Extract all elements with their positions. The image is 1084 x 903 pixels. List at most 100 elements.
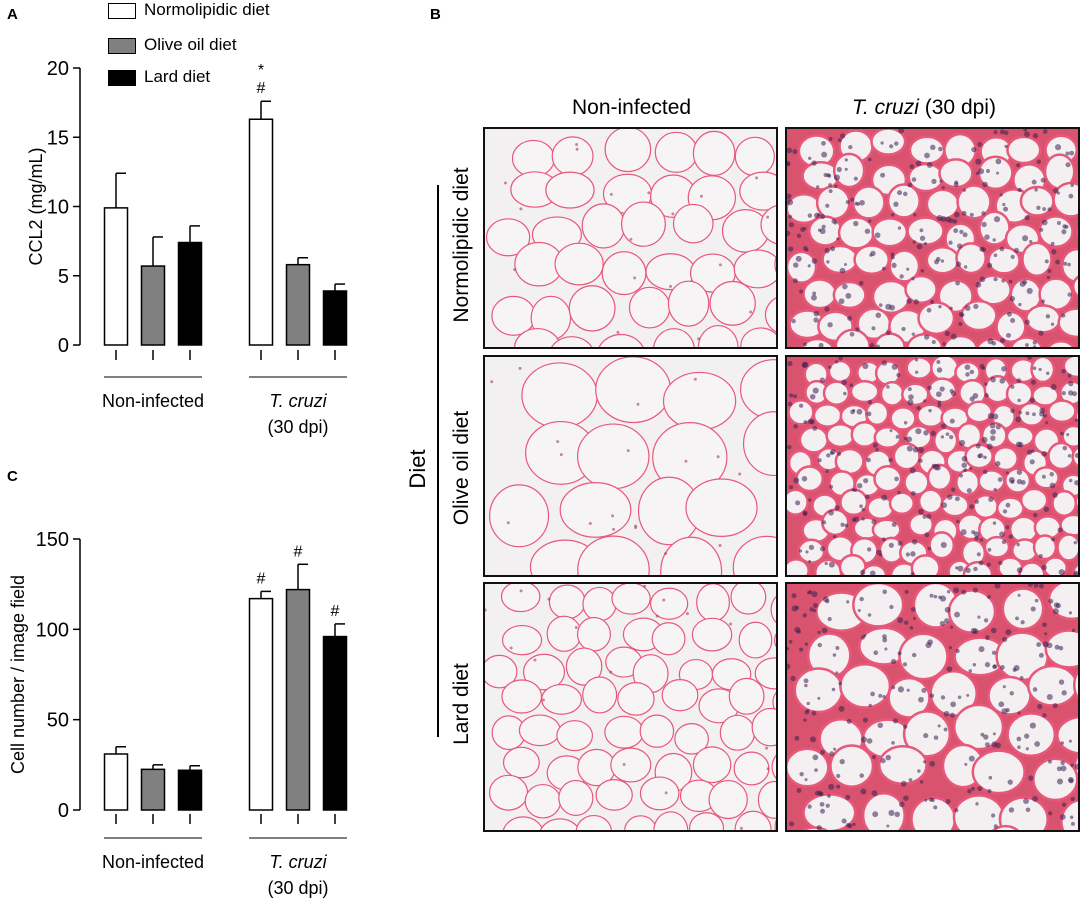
nucleus xyxy=(643,584,647,588)
nucleus xyxy=(953,587,959,594)
nucleus xyxy=(787,663,791,670)
nucleus xyxy=(966,693,970,697)
nucleus xyxy=(923,760,927,764)
nucleus xyxy=(1042,207,1047,211)
nucleus xyxy=(984,661,991,668)
nucleus xyxy=(1010,384,1015,389)
nucleus xyxy=(898,801,905,808)
adipocyte xyxy=(581,203,626,249)
nucleus xyxy=(828,137,833,141)
nucleus xyxy=(880,758,886,764)
adipocyte xyxy=(662,371,737,431)
nucleus xyxy=(859,504,863,508)
nucleus xyxy=(1008,476,1015,483)
nucleus xyxy=(1030,379,1037,385)
nucleus xyxy=(959,439,966,446)
adipocyte xyxy=(739,171,776,211)
nucleus xyxy=(868,219,872,223)
adipocyte xyxy=(889,406,917,431)
panel-b-letter: B xyxy=(430,6,441,23)
adipocyte xyxy=(582,586,617,622)
nucleus xyxy=(897,226,902,230)
adipocyte xyxy=(873,465,903,493)
nucleus xyxy=(1007,779,1013,785)
nucleus xyxy=(664,551,668,555)
adipocyte xyxy=(972,493,999,520)
nucleus xyxy=(1073,570,1078,575)
adipocyte xyxy=(770,595,776,624)
adipocyte xyxy=(1062,357,1078,379)
adipocyte xyxy=(797,538,826,564)
nucleus xyxy=(999,377,1006,384)
nucleus xyxy=(800,226,806,232)
nucleus xyxy=(891,741,895,745)
nucleus xyxy=(957,565,964,572)
nucleus xyxy=(973,566,978,572)
nucleus xyxy=(928,797,934,802)
nucleus xyxy=(1074,452,1078,458)
nucleus xyxy=(962,188,967,192)
nucleus xyxy=(1058,645,1064,651)
adipocyte xyxy=(582,676,618,714)
nucleus xyxy=(807,804,812,809)
nucleus xyxy=(877,722,884,729)
adipocyte xyxy=(871,518,902,542)
nucleus xyxy=(964,762,968,766)
nucleus xyxy=(868,703,872,708)
nucleus xyxy=(803,718,807,722)
nucleus xyxy=(980,732,985,737)
nucleus xyxy=(822,520,827,525)
nucleus xyxy=(1005,525,1010,530)
adipocyte xyxy=(1073,669,1078,701)
nucleus xyxy=(1068,390,1074,396)
nucleus xyxy=(812,387,819,394)
nucleus xyxy=(1052,492,1058,498)
nucleus xyxy=(1048,811,1053,816)
adipocyte xyxy=(910,554,941,575)
adipocyte xyxy=(511,139,555,178)
nucleus xyxy=(888,457,893,463)
panel-c-letter: C xyxy=(7,468,18,485)
nucleus xyxy=(846,600,850,604)
nucleus xyxy=(799,772,804,777)
nucleus xyxy=(1029,397,1035,403)
nucleus xyxy=(838,357,843,361)
nucleus xyxy=(926,513,932,519)
nucleus xyxy=(827,617,832,622)
nucleus xyxy=(944,330,950,337)
nucleus xyxy=(867,157,872,162)
nucleus xyxy=(1046,693,1053,700)
nucleus xyxy=(834,184,838,188)
y-tick-label: 10 xyxy=(47,197,69,219)
group-label: Non-infected xyxy=(102,852,204,872)
nucleus xyxy=(946,494,953,500)
nucleus xyxy=(850,197,855,202)
group-label-line2: (30 dpi) xyxy=(267,878,328,898)
nucleus xyxy=(616,330,620,334)
nucleus xyxy=(1074,480,1078,486)
nucleus xyxy=(984,382,988,386)
nucleus xyxy=(801,362,808,368)
nucleus xyxy=(817,642,822,648)
adipocyte xyxy=(965,400,994,424)
adipocyte xyxy=(839,663,892,709)
nucleus xyxy=(989,422,996,429)
nucleus xyxy=(765,746,769,750)
nucleus xyxy=(787,193,792,200)
adipocyte xyxy=(1056,533,1078,562)
nucleus xyxy=(1074,763,1078,770)
adipocyte xyxy=(1001,587,1045,631)
nucleus xyxy=(1024,131,1030,138)
nucleus xyxy=(889,429,893,433)
histology-lard-tcruzi xyxy=(785,582,1080,832)
nucleus xyxy=(832,653,837,657)
nucleus xyxy=(981,221,987,228)
adipocyte xyxy=(849,379,880,404)
nucleus xyxy=(812,602,819,609)
nucleus xyxy=(812,291,817,296)
nucleus xyxy=(1038,367,1042,372)
nucleus xyxy=(959,473,964,478)
nucleus xyxy=(575,147,579,151)
y-axis-label: CCL2 (mg/mL) xyxy=(26,147,46,265)
nucleus xyxy=(929,299,935,305)
